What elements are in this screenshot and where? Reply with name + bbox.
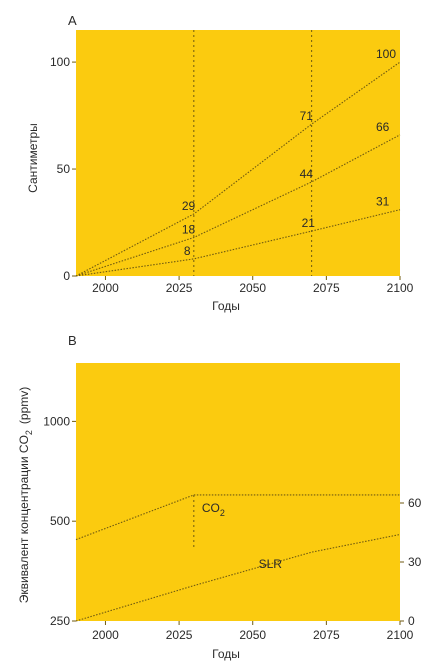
- panel-b-y-axis-label-main: Эквивалент концентрации CO: [17, 435, 31, 603]
- panel-a-data-label: 29: [182, 199, 196, 213]
- panel-a-y-tick-label: 0: [63, 269, 70, 283]
- panel-a-data-label: 44: [300, 167, 314, 181]
- panel-b-left-y-tick-label: 1000: [43, 414, 70, 428]
- panel-a-x-tick-label: 2025: [166, 281, 193, 295]
- panel-b-series-labels: CO2 SLR: [202, 501, 282, 571]
- panel-b-x-ticks: 2000 2025 2050 2075 2100: [92, 621, 414, 642]
- panel-a-data-label: 21: [302, 216, 316, 230]
- panel-b-series: [75, 494, 401, 622]
- panel-a-series-line-1: [75, 61, 401, 277]
- panel-b-y-axis-label-sub: 2: [24, 430, 34, 435]
- panel-a-data-label: 100: [376, 47, 396, 61]
- panel-a-series: [75, 61, 401, 277]
- panel-a-y-tick-label: 100: [50, 55, 70, 69]
- panel-a-x-tick-label: 2000: [92, 281, 119, 295]
- panel-a-series-line-2: [75, 134, 401, 277]
- panel-b-right-y-ticks: 0 30 60: [400, 496, 422, 628]
- panel-b-plot-area: [76, 363, 400, 621]
- panel-b-left-y-tick-label: 500: [50, 514, 70, 528]
- panel-a-y-ticks: 0 50 100: [50, 55, 76, 283]
- panel-b-x-tick-label: 2075: [313, 628, 340, 642]
- panel-b-x-tick-label: 2050: [239, 628, 266, 642]
- panel-a-data-label: 18: [182, 222, 196, 236]
- panel-b-y-axis-label: Эквивалент концентрации CO2 (ppmv): [17, 387, 34, 604]
- panel-b-y-axis-label-unit: (ppmv): [17, 387, 31, 424]
- panel-b-x-tick-label: 2100: [387, 628, 414, 642]
- panel-b-left-y-tick-label: 250: [50, 614, 70, 628]
- panel-a-y-tick-label: 50: [57, 162, 71, 176]
- panel-a-data-label: 8: [184, 244, 191, 258]
- panel-a-y-axis-label: Сантиметры: [26, 123, 40, 193]
- panel-b-x-tick-label: 2000: [92, 628, 119, 642]
- panel-a-x-tick-label: 2100: [387, 281, 414, 295]
- panel-a-x-axis-label: Годы: [212, 299, 240, 313]
- panel-b-right-y-tick-label: 0: [408, 614, 415, 628]
- panel-b-right-y-tick-label: 60: [408, 496, 422, 510]
- panel-a-guides: [193, 30, 313, 276]
- panel-a-x-ticks: 2000 2025 2050 2075 2100: [92, 276, 414, 295]
- panel-b-series-label-co2: CO2: [202, 501, 225, 518]
- panel-a-letter: A: [68, 13, 77, 28]
- panel-b-series-line-slr: [75, 533, 401, 622]
- panel-b-x-tick-label: 2025: [166, 628, 193, 642]
- panel-a-x-tick-label: 2075: [313, 281, 340, 295]
- panel-a-data-label: 31: [376, 195, 390, 209]
- panel-a-series-line-3: [75, 209, 401, 277]
- panel-b-letter: B: [68, 333, 77, 348]
- panel-a-x-tick-label: 2050: [239, 281, 266, 295]
- panel-b-x-axis-label: Годы: [212, 647, 240, 661]
- panel-a-data-label: 66: [376, 120, 390, 134]
- panel-a-data-label: 71: [300, 109, 314, 123]
- panel-b-left-y-ticks: 250 500 1000: [43, 414, 76, 628]
- panel-a-data-labels: 29 71 100 18 44 66 8 21 31: [182, 47, 397, 258]
- panel-b-series-label-co2-sub: 2: [220, 508, 225, 518]
- panel-b-right-y-tick-label: 30: [408, 555, 422, 569]
- panel-a-plot-area: [76, 30, 400, 276]
- panel-b-series-label-slr: SLR: [259, 557, 283, 571]
